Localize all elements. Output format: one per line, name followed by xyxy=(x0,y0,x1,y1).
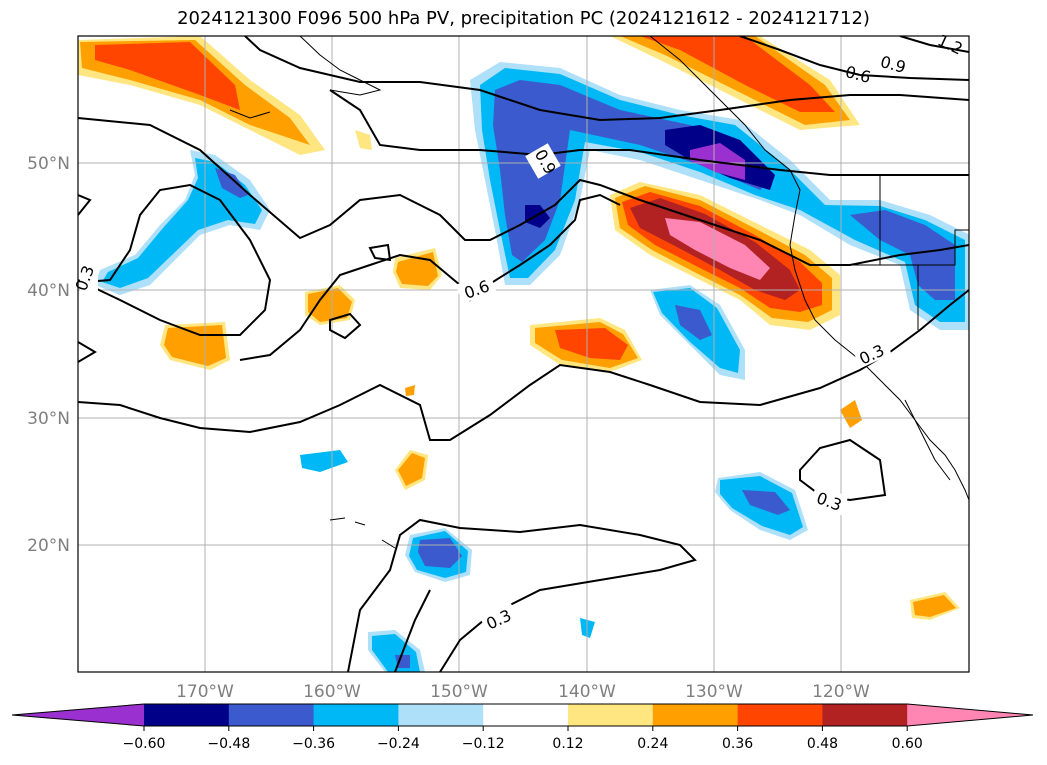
lon-tick-label: 160°W xyxy=(303,682,361,702)
lon-tick-label: 150°W xyxy=(430,682,488,702)
colorbar-tick-label: −0.60 xyxy=(123,736,166,752)
colorbar-extend-high xyxy=(907,704,1033,726)
lon-tick-label: 130°W xyxy=(685,682,743,702)
latitude-labels: 50°N 40°N 30°N 20°N xyxy=(27,154,70,556)
colorbar-segment xyxy=(398,704,484,726)
colorbar-tick-label: 0.36 xyxy=(722,736,753,752)
lat-tick-label: 50°N xyxy=(27,154,70,174)
colorbar-segment xyxy=(483,704,569,726)
colorbar-tick-label: −0.48 xyxy=(207,736,250,752)
colorbar-segment xyxy=(144,704,230,726)
colorbar: −0.60 −0.48 −0.36 −0.24 −0.12 0.12 0.24 0.36 0.4… xyxy=(11,703,1034,752)
colorbar-segment xyxy=(652,704,739,726)
colorbar-tick-label: 0.12 xyxy=(552,736,583,752)
map-title: 2024121300 F096 500 hPa PV, precipitatio… xyxy=(177,8,870,29)
colorbar-segment xyxy=(313,704,399,726)
lon-tick-label: 170°W xyxy=(176,682,234,702)
colorbar-segment xyxy=(822,704,908,726)
lat-tick-label: 30°N xyxy=(27,409,70,429)
pv-contours xyxy=(78,36,969,672)
colorbar-tick-label: −0.36 xyxy=(292,736,335,752)
lat-tick-label: 20°N xyxy=(27,536,70,556)
colorbar-extend-low xyxy=(12,704,144,726)
colorbar-tick-label: −0.24 xyxy=(377,736,420,752)
longitude-labels: 170°W 160°W 150°W 140°W 130°W 120°W xyxy=(176,682,870,702)
colorbar-tick-label: −0.12 xyxy=(462,736,505,752)
colorbar-tick-label: 0.60 xyxy=(892,736,923,752)
colorbar-tick-label: 0.48 xyxy=(807,736,838,752)
colorbar-segment xyxy=(228,704,315,726)
lat-tick-label: 40°N xyxy=(27,281,70,301)
colorbar-segment xyxy=(568,704,654,726)
plot-frame xyxy=(77,35,970,673)
lon-tick-label: 140°W xyxy=(558,682,616,702)
precipitation-shading xyxy=(78,36,969,672)
colorbar-tick-label: 0.24 xyxy=(637,736,668,752)
lon-tick-label: 120°W xyxy=(812,682,870,702)
graticule xyxy=(78,36,969,672)
colorbar-segment xyxy=(737,704,823,726)
